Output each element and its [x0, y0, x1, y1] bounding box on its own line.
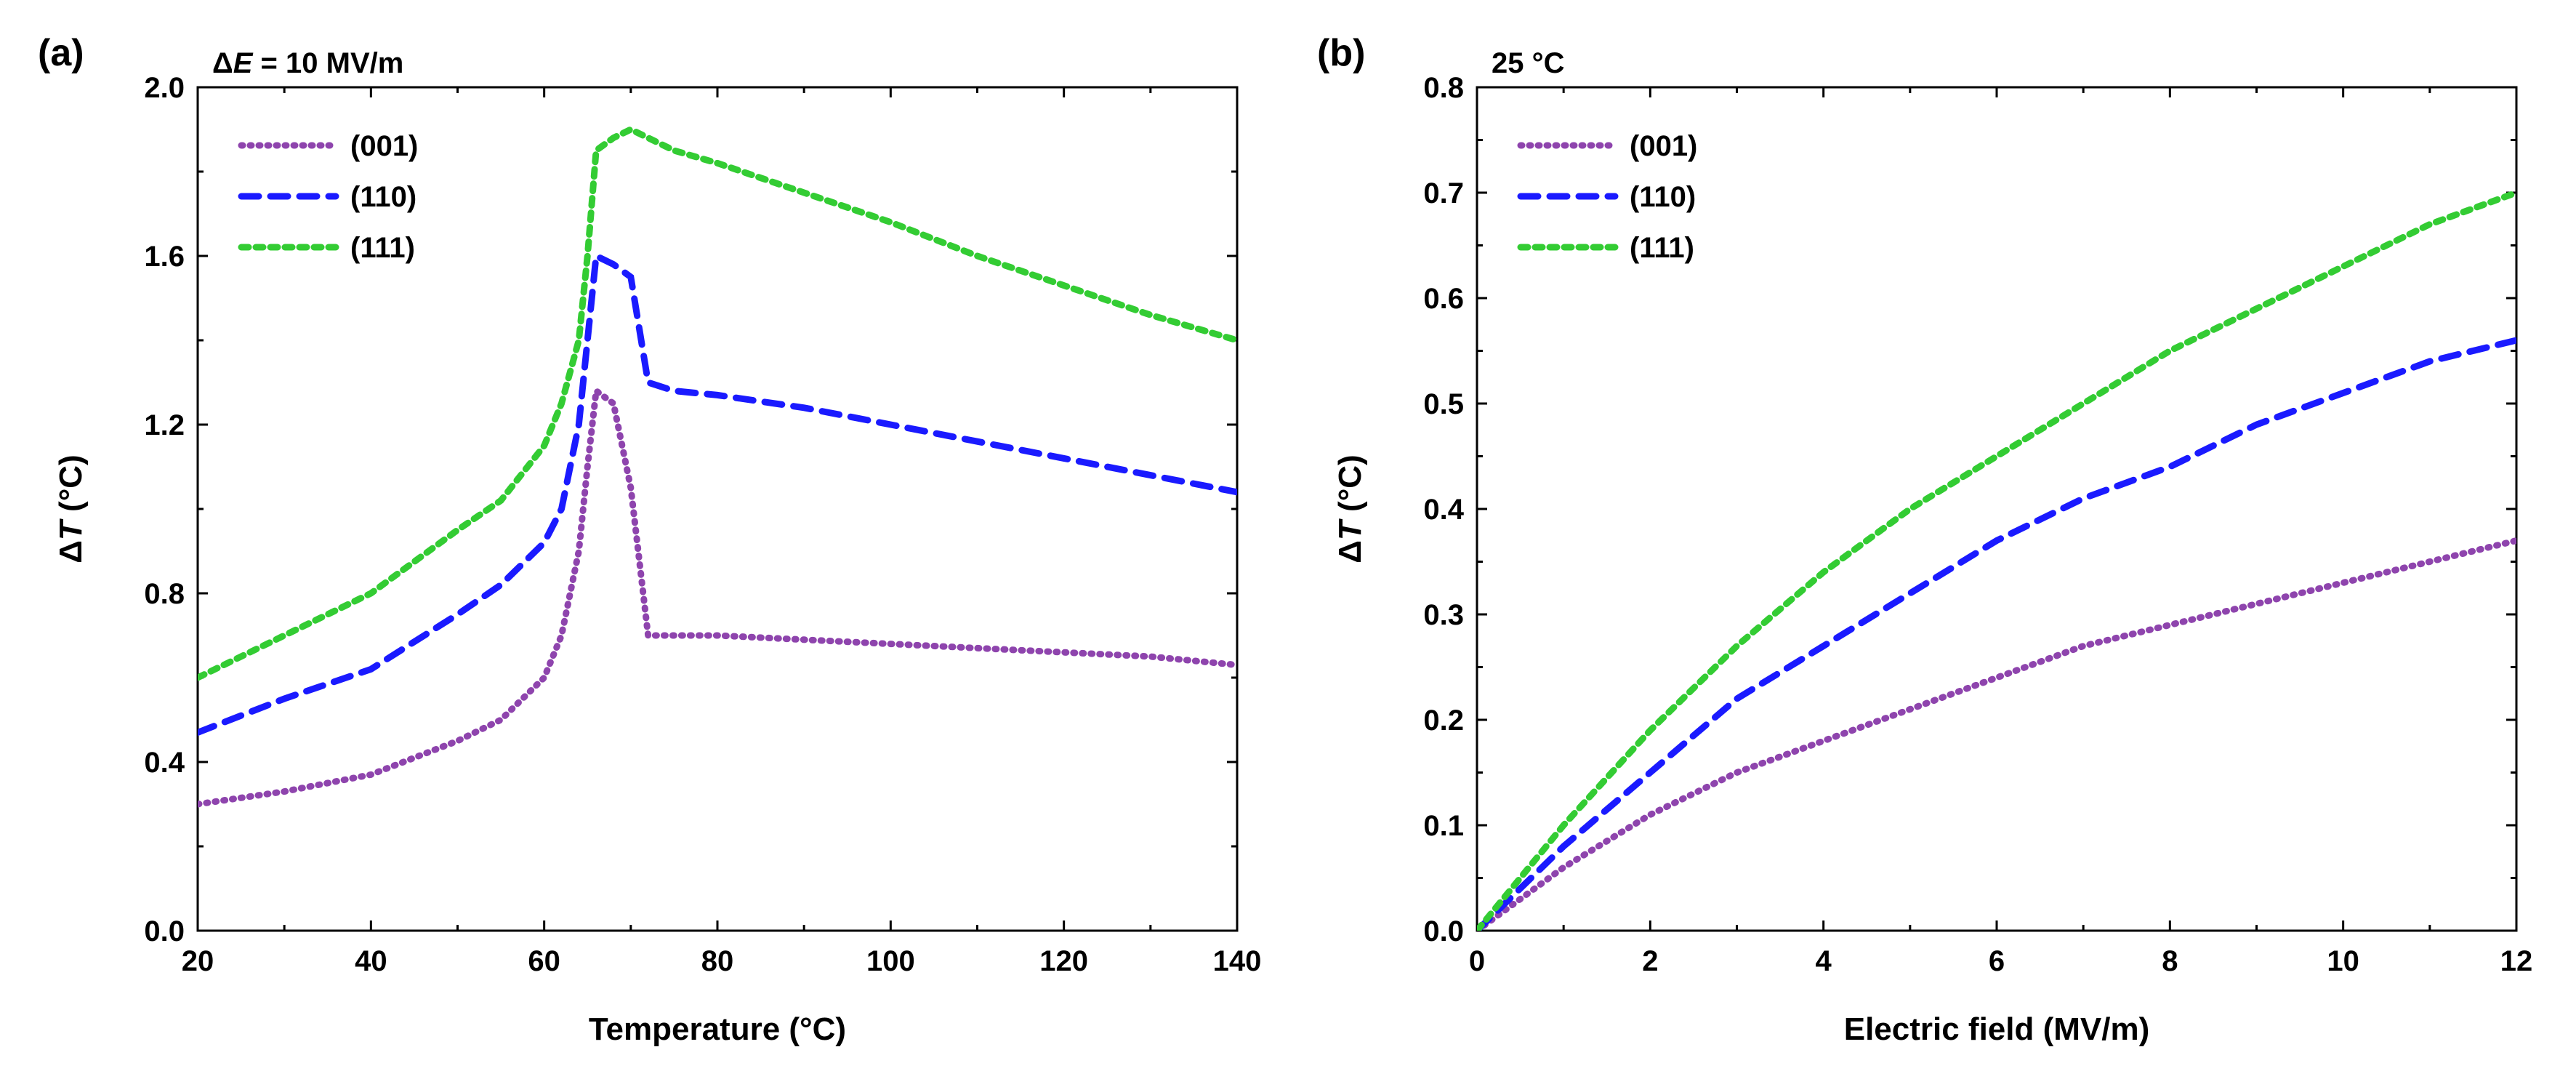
x-axis-label: Temperature (°C) — [589, 1011, 846, 1047]
ytick-label: 1.6 — [144, 241, 185, 273]
xtick-label: 120 — [1039, 945, 1088, 977]
x-axis-label: Electric field (MV/m) — [1844, 1011, 2150, 1047]
legend-label: (111) — [350, 232, 415, 264]
y-axis-label: ΔT (°C) — [1332, 454, 1368, 563]
ytick-label: 1.2 — [144, 409, 185, 441]
xtick-label: 20 — [182, 945, 214, 977]
xtick-label: 6 — [1989, 945, 2005, 977]
panel-annotation: ΔE = 10 MV/m — [212, 47, 403, 79]
xtick-label: 10 — [2327, 945, 2359, 977]
xtick-label: 4 — [1816, 945, 1832, 977]
ytick-label: 2.0 — [144, 72, 185, 104]
plot-frame — [198, 87, 1237, 931]
ytick-label: 0.3 — [1423, 599, 1464, 631]
ytick-label: 0.0 — [1423, 915, 1464, 947]
panel-annotation: 25 °C — [1492, 47, 1565, 79]
chart-a-svg: 20 40 60 80 100 120 140 0.0 0.4 0.8 1.2 1.6 2.0 Tempe… — [31, 15, 1266, 1069]
legend-label: (001) — [350, 130, 418, 162]
ytick-label: 0.5 — [1423, 388, 1464, 420]
ytick-label: 0.4 — [1423, 494, 1464, 526]
plot-frame — [1477, 87, 2516, 931]
xtick-label: 60 — [528, 945, 560, 977]
ytick-label: 0.0 — [144, 915, 185, 947]
xtick-label: 100 — [866, 945, 915, 977]
xtick-label: 80 — [701, 945, 734, 977]
figure-container: 204060801001201400.00.40.81.21.62.0Tempe… — [15, 15, 2561, 1072]
xtick-label: 8 — [2162, 945, 2178, 977]
panel-label: (b) — [1317, 32, 1365, 74]
xtick-label: 140 — [1213, 945, 1262, 977]
ytick-label: 0.6 — [1423, 283, 1464, 315]
ytick-label: 0.2 — [1423, 705, 1464, 737]
xtick-label: 40 — [355, 945, 387, 977]
xtick-label: 0 — [1469, 945, 1485, 977]
series-(001) — [198, 391, 1237, 804]
legend-label: (110) — [1630, 181, 1696, 213]
ytick-label: 0.4 — [144, 747, 185, 779]
ytick-label: 0.1 — [1423, 810, 1464, 842]
ytick-label: 0.8 — [1423, 72, 1464, 104]
panel-label: (a) — [38, 32, 84, 74]
legend-label: (110) — [350, 181, 416, 213]
series-(111) — [1477, 193, 2516, 931]
legend-label: (001) — [1630, 130, 1697, 162]
series-(110) — [1477, 340, 2516, 931]
legend-label: (111) — [1630, 232, 1694, 264]
xtick-label: 2 — [1642, 945, 1658, 977]
panel-a: 20 40 60 80 100 120 140 0.0 0.4 0.8 1.2 1.6 2.0 Tempe… — [31, 15, 1266, 1072]
xtick-label: 12 — [2500, 945, 2533, 977]
ytick-label: 0.7 — [1423, 177, 1464, 209]
series-(001) — [1477, 541, 2516, 931]
y-axis-label: ΔT (°C) — [53, 454, 89, 563]
series-(110) — [198, 256, 1237, 732]
panel-b: 0 2 4 6 8 10 12 0.0 0.1 0.2 0.3 0.4 0.5 0.6 0.7 0.8 Elec… — [1310, 15, 2545, 1072]
ytick-label: 0.8 — [144, 578, 185, 610]
chart-b-svg: 0 2 4 6 8 10 12 0.0 0.1 0.2 0.3 0.4 0.5 0.6 0.7 0.8 Elec… — [1310, 15, 2545, 1069]
